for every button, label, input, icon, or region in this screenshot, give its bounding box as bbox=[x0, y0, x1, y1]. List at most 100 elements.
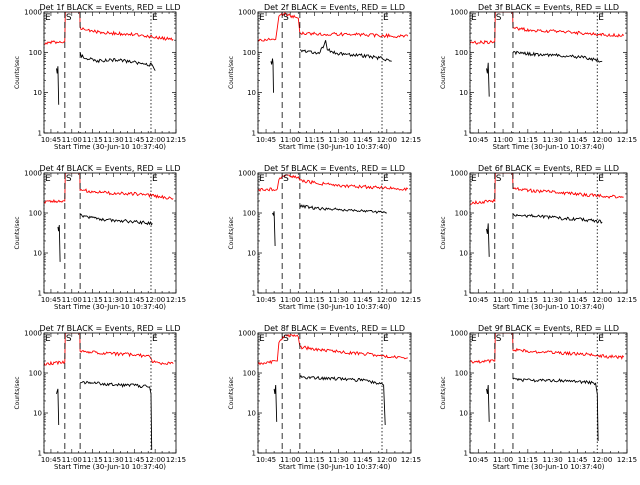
plot-frame bbox=[469, 172, 628, 294]
series-group bbox=[44, 12, 174, 105]
x-tick-label: 12:15 bbox=[166, 456, 186, 464]
y-tick-label: 10 bbox=[459, 410, 468, 418]
y-tick-label: 10 bbox=[459, 89, 468, 97]
x-tick-label: 12:15 bbox=[617, 136, 637, 144]
x-tick-label: 11:30 bbox=[543, 456, 563, 464]
x-tick-label: 11:00 bbox=[280, 456, 300, 464]
x-tick-label: 12:00 bbox=[592, 456, 612, 464]
x-axis-label: Start Time (30-Jun-10 10:37:40) bbox=[54, 463, 166, 471]
y-tick-label: 100 bbox=[243, 210, 256, 218]
series-group bbox=[258, 333, 408, 426]
panel-title: Det 7f BLACK = Events, RED = LLD bbox=[39, 324, 180, 333]
x-tick-label: 11:45 bbox=[567, 296, 587, 304]
y-tick-label: 100 bbox=[243, 370, 256, 378]
y-tick-label: 1 bbox=[464, 130, 468, 138]
x-tick-label: 11:15 bbox=[304, 456, 324, 464]
series-events-line bbox=[273, 384, 278, 422]
y-tick-label: 10 bbox=[247, 410, 256, 418]
series-events-line bbox=[299, 40, 392, 62]
x-tick-label: 11:15 bbox=[518, 296, 538, 304]
x-tick-label: 11:30 bbox=[543, 136, 563, 144]
x-tick-label: 12:00 bbox=[592, 296, 612, 304]
y-tick-label: 1 bbox=[464, 450, 468, 458]
x-tick-label: 10:45 bbox=[468, 456, 488, 464]
y-axis-label: Counts/sec bbox=[440, 376, 447, 409]
series-lld-line bbox=[44, 12, 174, 45]
x-tick-label: 12:15 bbox=[166, 296, 186, 304]
series-events-line bbox=[486, 384, 490, 422]
plot-frame bbox=[469, 11, 628, 134]
y-tick-label: 1 bbox=[464, 290, 468, 298]
y-axis-label: Counts/sec bbox=[14, 216, 21, 249]
x-tick-label: 11:30 bbox=[328, 296, 348, 304]
x-tick-label: 11:15 bbox=[518, 456, 538, 464]
y-tick-label: 10 bbox=[33, 250, 42, 258]
plot-frame bbox=[257, 332, 412, 454]
y-tick-label: 1000 bbox=[238, 9, 256, 17]
x-tick-label: 11:15 bbox=[83, 296, 103, 304]
series-events-line bbox=[512, 50, 603, 63]
y-tick-label: 1000 bbox=[238, 170, 256, 178]
y-tick-label: 10 bbox=[247, 89, 256, 97]
x-tick-label: 10:45 bbox=[468, 296, 488, 304]
marker-label: E bbox=[259, 13, 265, 23]
panel-title: Det 4f BLACK = Events, RED = LLD bbox=[39, 164, 180, 173]
plot-frame bbox=[43, 332, 177, 454]
y-tick-label: 1 bbox=[38, 130, 42, 138]
y-tick-label: 100 bbox=[29, 210, 42, 218]
x-tick-label: 10:45 bbox=[256, 296, 276, 304]
panel-title: Det 8f BLACK = Events, RED = LLD bbox=[264, 324, 405, 333]
panel-det-1: Det 1f BLACK = Events, RED = LLD Counts/s… bbox=[14, 3, 186, 151]
plot-frame bbox=[43, 11, 177, 134]
x-tick-label: 11:45 bbox=[353, 296, 373, 304]
y-axis-label: Counts/sec bbox=[440, 216, 447, 249]
series-events-line bbox=[299, 204, 387, 214]
series-events-line bbox=[56, 388, 60, 426]
series-events-line bbox=[270, 58, 274, 93]
series-events-line bbox=[486, 223, 490, 257]
panel-title: Det 2f BLACK = Events, RED = LLD bbox=[264, 3, 405, 12]
series-group bbox=[470, 333, 625, 442]
x-axis-label: Start Time (30-Jun-10 10:37:40) bbox=[279, 143, 391, 151]
y-axis-label: Counts/sec bbox=[228, 216, 235, 249]
x-tick-label: 12:00 bbox=[377, 456, 397, 464]
x-tick-label: 12:00 bbox=[377, 136, 397, 144]
series-events-line bbox=[512, 377, 599, 442]
panel-det-2: Det 2f BLACK = Events, RED = LLD Counts/s… bbox=[228, 3, 421, 151]
plot-frame bbox=[43, 172, 177, 294]
x-tick-label: 10:45 bbox=[41, 296, 61, 304]
series-events-line bbox=[512, 213, 603, 224]
series-lld-line bbox=[44, 173, 174, 204]
y-tick-label: 100 bbox=[455, 49, 468, 57]
y-tick-label: 1000 bbox=[450, 330, 468, 338]
x-tick-label: 11:00 bbox=[493, 456, 513, 464]
y-tick-label: 1 bbox=[252, 290, 256, 298]
plot-frame bbox=[257, 11, 412, 134]
x-tick-label: 12:15 bbox=[617, 296, 637, 304]
marker-label: E bbox=[45, 174, 51, 184]
x-tick-label: 10:45 bbox=[41, 456, 61, 464]
x-tick-label: 11:45 bbox=[567, 456, 587, 464]
marker-label: E bbox=[45, 13, 51, 23]
x-tick-label: 11:15 bbox=[304, 296, 324, 304]
marker-label: E bbox=[471, 13, 477, 23]
x-tick-label: 12:15 bbox=[166, 136, 186, 144]
x-tick-label: 11:45 bbox=[567, 136, 587, 144]
series-events-line bbox=[79, 52, 156, 71]
plot-frame bbox=[257, 172, 412, 294]
marker-label: S bbox=[66, 13, 72, 23]
series-lld-line bbox=[470, 333, 625, 364]
x-tick-label: 12:15 bbox=[617, 456, 637, 464]
y-tick-label: 10 bbox=[33, 89, 42, 97]
x-axis-label: Start Time (30-Jun-10 10:37:40) bbox=[279, 303, 391, 311]
x-tick-label: 11:00 bbox=[493, 136, 513, 144]
y-axis-label: Counts/sec bbox=[228, 56, 235, 89]
panel-det-8: Det 8f BLACK = Events, RED = LLD Counts/s… bbox=[228, 324, 421, 471]
y-tick-label: 1000 bbox=[24, 170, 42, 178]
series-events-line bbox=[272, 211, 276, 247]
y-tick-label: 1000 bbox=[24, 330, 42, 338]
x-tick-label: 11:30 bbox=[543, 296, 563, 304]
x-tick-label: 11:15 bbox=[83, 456, 103, 464]
x-axis-label: Start Time (30-Jun-10 10:37:40) bbox=[493, 143, 605, 151]
marker-label: E bbox=[598, 174, 604, 184]
